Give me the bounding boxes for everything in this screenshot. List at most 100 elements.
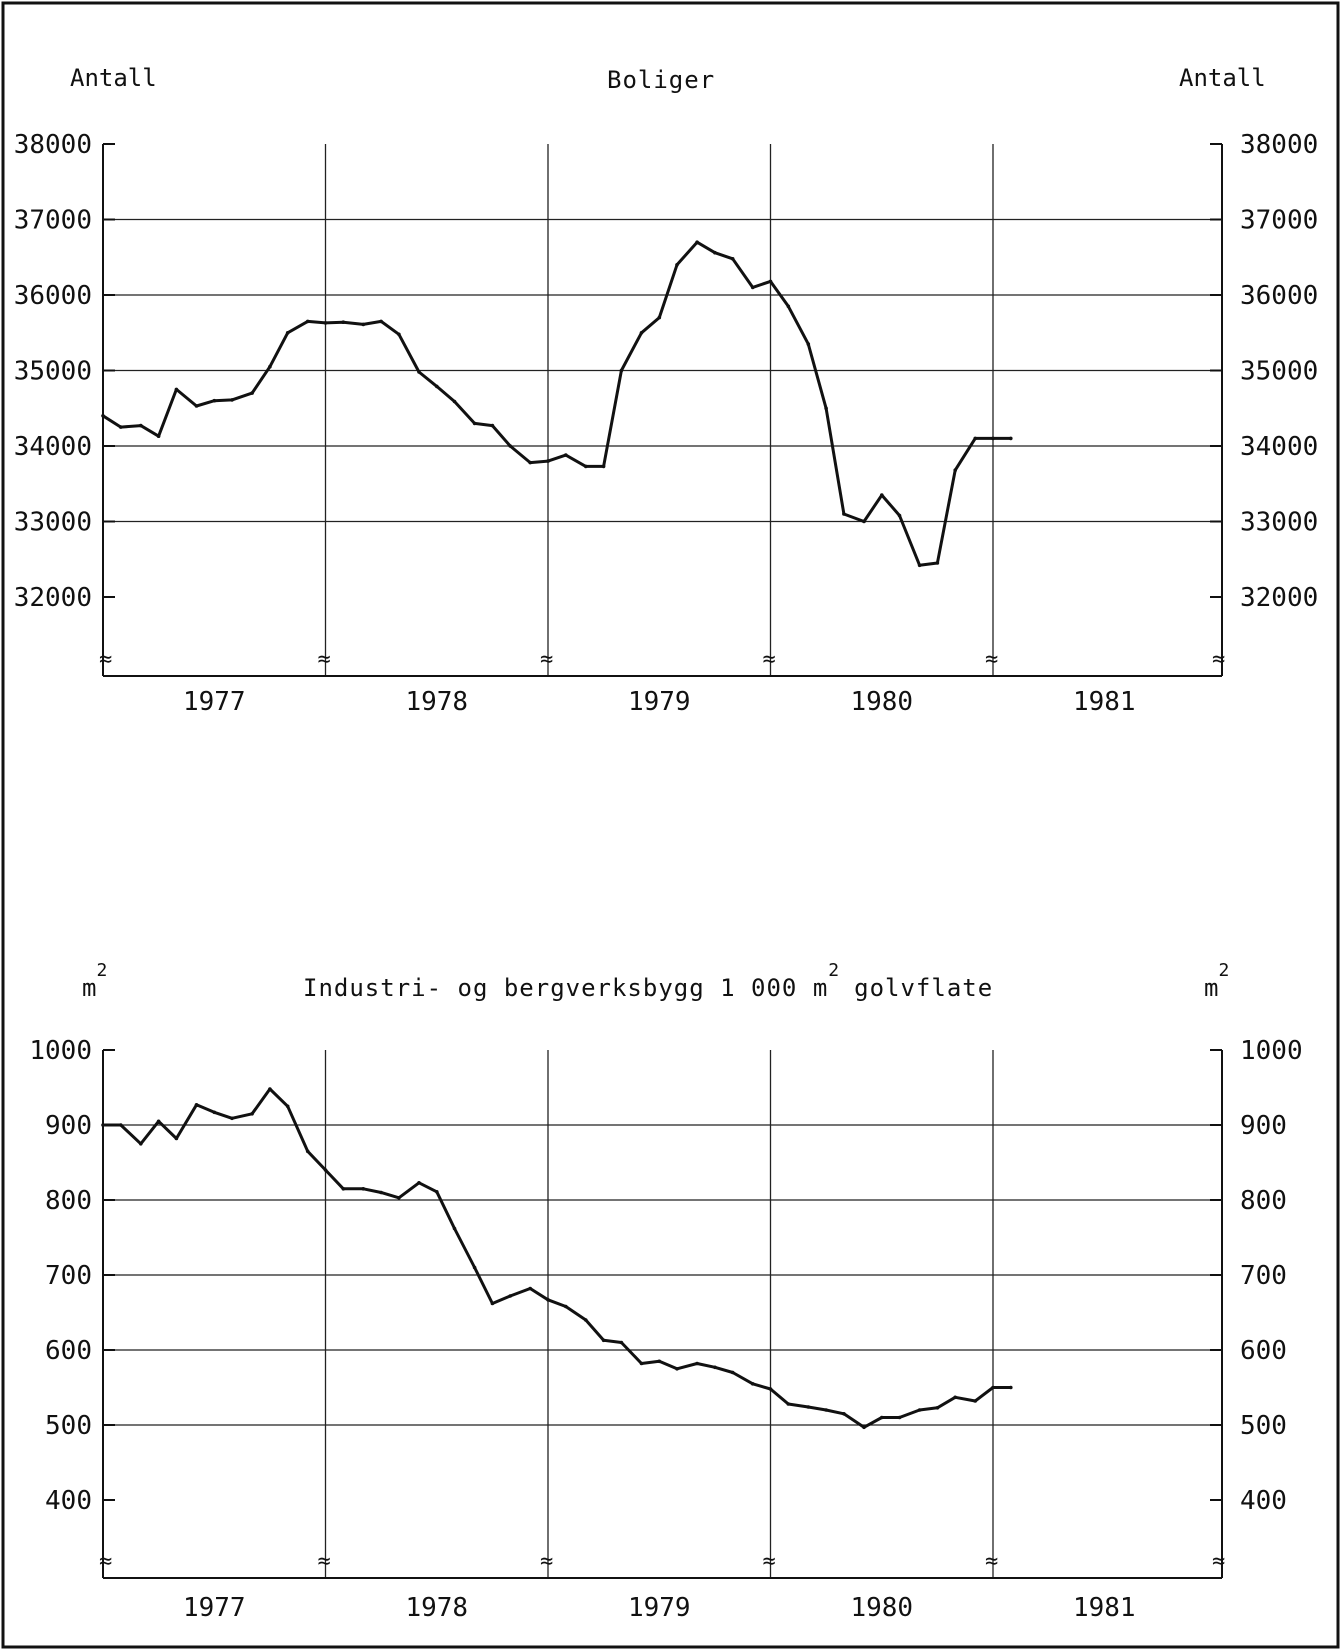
axis-break-mark: ≈ [540, 647, 553, 672]
left-unit-text: m [82, 974, 96, 1002]
y-tick-labels: 38000 38000 37000 37000 36000 36000 35000 35000… [14, 130, 1319, 613]
data-point [897, 513, 902, 518]
data-point [657, 315, 662, 320]
series-line [101, 240, 1013, 567]
data-point [174, 387, 179, 392]
data-point [546, 459, 550, 463]
data-point [490, 423, 495, 428]
data-point [174, 1136, 179, 1141]
data-point [639, 331, 644, 335]
y-tick-label-right: 37000 [1240, 206, 1318, 236]
y-tick-label-right: 900 [1240, 1111, 1287, 1141]
data-point [285, 331, 290, 335]
left-unit-label: Antall [70, 64, 157, 92]
data-point [953, 468, 957, 473]
y-tick-label-left: 500 [45, 1411, 92, 1441]
data-point [973, 1399, 977, 1403]
data-point [917, 563, 922, 568]
industri-chart: m2 Industri- og bergverksbygg 1 000 m2go… [29, 960, 1302, 1623]
axis-break-mark: ≈ [99, 1549, 112, 1574]
data-point [250, 1112, 254, 1116]
data-point [824, 406, 828, 411]
data-point [695, 1361, 699, 1366]
data-point [953, 1395, 957, 1400]
data-point [156, 434, 161, 439]
x-tick-label: 1977 [183, 1593, 246, 1623]
y-tick-label-right: 800 [1240, 1186, 1287, 1216]
data-point [862, 519, 866, 524]
y-tick-label-left: 800 [45, 1186, 92, 1216]
x-tick-label: 1980 [850, 1593, 913, 1623]
data-point [194, 404, 199, 408]
data-point [490, 1301, 495, 1306]
data-point [417, 1181, 421, 1185]
y-tick-label-right: 1000 [1240, 1036, 1303, 1066]
data-point [750, 1382, 755, 1386]
axis-break-mark: ≈ [540, 1549, 553, 1574]
data-point [341, 1187, 346, 1191]
axis-break-mark: ≈ [1212, 647, 1225, 672]
right-unit-sup: 2 [1218, 960, 1229, 981]
y-tick-label-right: 600 [1240, 1336, 1287, 1366]
y-tick-label-right: 400 [1240, 1486, 1287, 1516]
data-point [935, 1406, 940, 1410]
y-tick-label-left: 36000 [14, 281, 92, 311]
data-point [230, 398, 234, 402]
axis-break-mark: ≈ [763, 1549, 776, 1574]
y-tick-label-left: 33000 [14, 508, 92, 538]
x-tick-label: 1981 [1073, 687, 1136, 717]
data-point [601, 1338, 606, 1343]
series [101, 1087, 1013, 1430]
data-point [991, 1385, 995, 1390]
data-point [452, 1226, 457, 1231]
right-unit-label: Antall [1179, 64, 1266, 92]
data-point [268, 364, 272, 369]
data-point [417, 370, 421, 374]
chart-title: Boliger [607, 66, 715, 94]
data-point [250, 391, 254, 395]
x-tick-labels: 1977 1978 1979 1980 1981 [183, 1593, 1136, 1623]
data-point [285, 1104, 290, 1109]
y-tick-label-right: 35000 [1240, 357, 1318, 387]
chart-title: Industri- og bergverksbygg 1 000 m2 golvf… [303, 960, 993, 1002]
data-point [695, 240, 699, 244]
y-tick-label-right: 36000 [1240, 281, 1318, 311]
series [101, 240, 1013, 568]
x-tick-label: 1978 [405, 1593, 468, 1623]
y-tick-label-right: 33000 [1240, 508, 1318, 538]
boliger-chart: Antall Boliger Antall ≈ ≈ ≈ ≈≈ ≈ 38000 380003… [14, 64, 1319, 717]
data-point [268, 1087, 272, 1091]
data-point [528, 460, 532, 465]
y-tick-label-right: 500 [1240, 1411, 1287, 1441]
grid: ≈ ≈ ≈ ≈ ≈ ≈ [99, 1050, 1225, 1578]
data-point [768, 279, 773, 284]
data-point [379, 319, 383, 324]
data-point [806, 1405, 811, 1409]
data-point [1009, 436, 1013, 441]
data-point [472, 421, 477, 426]
y-tick-label-right: 700 [1240, 1261, 1287, 1291]
data-point [156, 1119, 161, 1124]
data-point [917, 1408, 922, 1412]
data-point [230, 1116, 234, 1121]
data-point [341, 320, 346, 325]
data-point [101, 414, 105, 418]
data-point [806, 342, 811, 346]
left-unit-sup: 2 [96, 960, 107, 981]
data-point [101, 1123, 105, 1127]
data-point [305, 1149, 310, 1154]
axis-break-mark: ≈ [1212, 1549, 1225, 1574]
data-point [212, 1110, 217, 1115]
axis-break-mark: ≈ [318, 1549, 331, 1574]
data-point [119, 425, 123, 429]
data-point [435, 1190, 439, 1194]
axis-break-mark: ≈ [763, 647, 776, 672]
chart-title-end: golvflate [854, 974, 993, 1002]
y-tick-label-left: 35000 [14, 357, 92, 387]
y-tick-label-left: 600 [45, 1336, 92, 1366]
data-point [897, 1415, 902, 1420]
data-point [508, 1294, 512, 1298]
data-point [119, 1123, 123, 1127]
y-tick-labels: 1000 1000 900 900 800 800 700 700 600 600 500 500 40… [29, 1036, 1302, 1516]
